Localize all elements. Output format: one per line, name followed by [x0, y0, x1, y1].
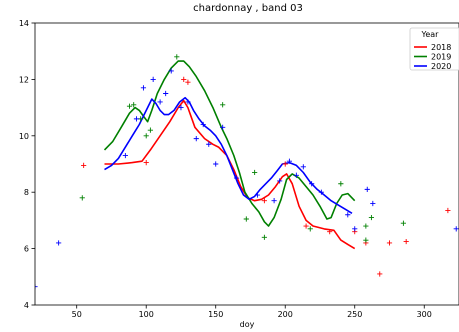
- data-point-2020: [122, 152, 128, 159]
- data-point-2019: [252, 169, 258, 176]
- data-point-2018: [303, 223, 309, 229]
- data-point-2019: [368, 214, 375, 221]
- legend-box: [409, 27, 459, 71]
- series-line-2020: [104, 96, 353, 214]
- data-point-2020: [206, 141, 212, 147]
- y-tick-label: 12: [19, 75, 29, 84]
- data-point-2019: [400, 220, 406, 226]
- data-point-2019: [79, 195, 85, 201]
- data-point-2018: [81, 162, 87, 169]
- data-point-2019: [131, 102, 137, 108]
- series-line-2018: [104, 99, 356, 250]
- data-point-2019: [338, 181, 344, 187]
- data-point-2019: [261, 234, 267, 240]
- data-point-2020: [300, 164, 306, 170]
- data-point-2019: [307, 226, 313, 232]
- x-tick-label: 100: [139, 310, 154, 319]
- data-point-2019: [243, 216, 249, 222]
- x-tick-label: 50: [72, 310, 82, 319]
- data-point-2020: [345, 212, 351, 218]
- data-point-2020: [213, 161, 219, 167]
- data-point-2020: [133, 116, 140, 122]
- data-point-2018: [185, 79, 191, 85]
- data-point-2018: [445, 207, 451, 214]
- y-tick-label: 14: [19, 19, 29, 28]
- legend-label-2018: 2018: [431, 43, 451, 52]
- data-point-2020: [150, 76, 156, 82]
- data-point-2019: [363, 223, 369, 229]
- data-point-2019: [220, 102, 226, 108]
- data-point-2020: [220, 124, 226, 130]
- data-point-2020: [254, 192, 261, 198]
- data-point-2018: [386, 240, 393, 246]
- y-tick-label: 10: [19, 132, 29, 141]
- data-point-2019: [143, 133, 149, 139]
- data-point-2020: [453, 226, 459, 232]
- legend-label-2019: 2019: [431, 53, 451, 62]
- data-point-2018: [403, 238, 409, 245]
- data-point-2020: [352, 226, 358, 232]
- data-point-2020: [233, 175, 240, 181]
- data-point-2019: [363, 237, 369, 243]
- data-point-2020: [185, 99, 191, 105]
- data-point-2018: [181, 76, 187, 82]
- data-point-2018: [282, 161, 288, 167]
- legend-title: Year: [421, 30, 440, 39]
- data-point-2020: [370, 200, 376, 207]
- data-point-2020: [286, 158, 292, 164]
- data-point-2019: [147, 127, 153, 133]
- data-point-2020: [140, 85, 147, 91]
- x-tick-label: 250: [347, 310, 362, 319]
- data-point-2019: [126, 103, 133, 109]
- data-point-2020: [56, 240, 62, 246]
- plot-frame: [34, 22, 459, 306]
- x-axis-label: doy: [240, 320, 255, 329]
- data-point-2020: [318, 189, 324, 195]
- y-tick-label: 6: [24, 245, 29, 254]
- x-tick-label: 300: [417, 310, 432, 319]
- data-point-2020: [309, 181, 315, 187]
- data-point-2020: [157, 99, 163, 105]
- x-tick-label: 200: [278, 310, 293, 319]
- chart-title: chardonnay , band 03: [193, 3, 303, 14]
- data-point-2019: [174, 54, 180, 60]
- data-point-2018: [377, 271, 383, 277]
- data-point-2018: [261, 198, 267, 204]
- legend-label-2020: 2020: [431, 62, 451, 71]
- x-tick-label: 150: [208, 310, 223, 319]
- data-point-2020: [163, 90, 169, 97]
- data-point-2020: [178, 105, 184, 111]
- data-point-2018: [327, 229, 333, 235]
- series-line-2019: [103, 60, 356, 227]
- data-point-2020: [277, 178, 283, 184]
- data-point-2020: [35, 284, 38, 290]
- data-point-2020: [193, 136, 199, 142]
- y-tick-label: 4: [24, 301, 29, 310]
- data-point-2020: [168, 68, 174, 74]
- data-point-2020: [200, 121, 206, 128]
- data-point-2020: [271, 198, 277, 204]
- data-point-2020: [364, 186, 370, 192]
- data-point-2018: [143, 159, 149, 166]
- y-tick-label: 8: [24, 188, 29, 197]
- data-point-2020: [293, 172, 299, 178]
